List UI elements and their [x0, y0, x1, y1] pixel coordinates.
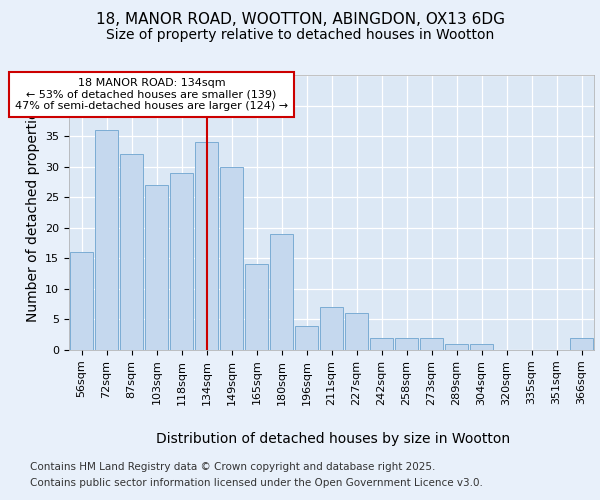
Bar [220, 166, 243, 350]
Bar [120, 154, 143, 350]
Bar [570, 338, 593, 350]
Text: 18, MANOR ROAD, WOOTTON, ABINGDON, OX13 6DG: 18, MANOR ROAD, WOOTTON, ABINGDON, OX13 … [95, 12, 505, 28]
Text: 18 MANOR ROAD: 134sqm
← 53% of detached houses are smaller (139)
47% of semi-det: 18 MANOR ROAD: 134sqm ← 53% of detached … [15, 78, 288, 112]
Bar [470, 344, 493, 350]
Text: Distribution of detached houses by size in Wootton: Distribution of detached houses by size … [156, 432, 510, 446]
Bar [170, 173, 193, 350]
Bar [345, 314, 368, 350]
Bar [95, 130, 118, 350]
Y-axis label: Number of detached properties: Number of detached properties [26, 103, 40, 322]
Bar [420, 338, 443, 350]
Text: Contains public sector information licensed under the Open Government Licence v3: Contains public sector information licen… [30, 478, 483, 488]
Bar [370, 338, 393, 350]
Text: Contains HM Land Registry data © Crown copyright and database right 2025.: Contains HM Land Registry data © Crown c… [30, 462, 436, 472]
Bar [70, 252, 93, 350]
Bar [320, 307, 343, 350]
Bar [445, 344, 468, 350]
Bar [195, 142, 218, 350]
Bar [145, 185, 168, 350]
Bar [395, 338, 418, 350]
Bar [245, 264, 268, 350]
Bar [295, 326, 318, 350]
Text: Size of property relative to detached houses in Wootton: Size of property relative to detached ho… [106, 28, 494, 42]
Bar [270, 234, 293, 350]
